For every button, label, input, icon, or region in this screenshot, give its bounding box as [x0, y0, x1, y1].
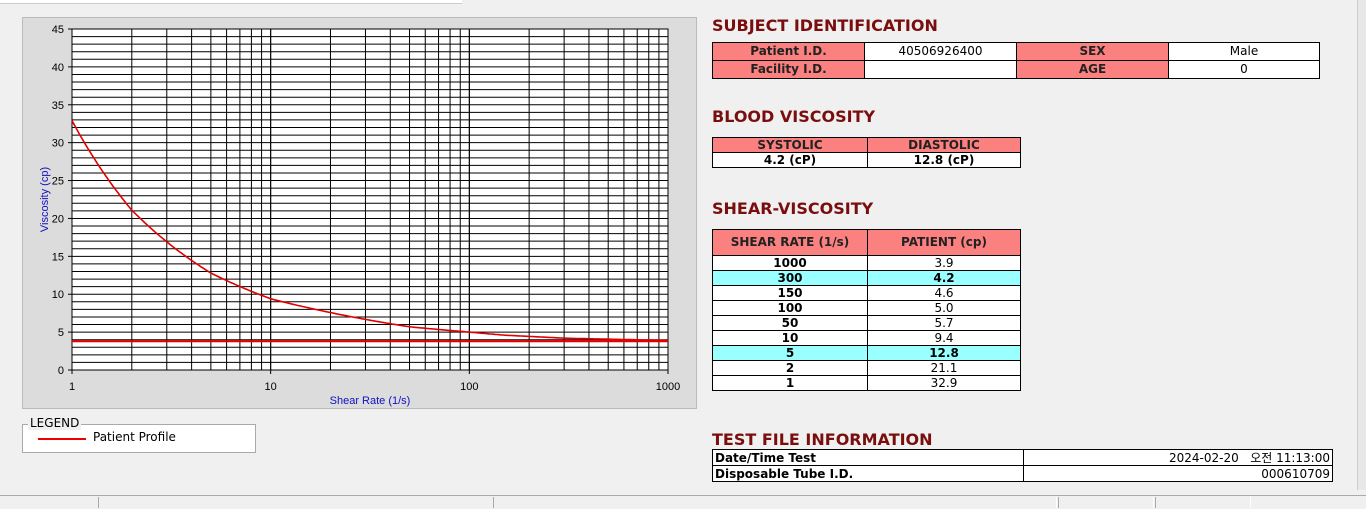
patient-value: 9.4: [867, 330, 1021, 346]
age-value: 0: [1168, 60, 1320, 79]
shear-row: 300 4.2: [712, 270, 1021, 286]
shear-row: 2 21.1: [712, 360, 1021, 376]
status-pane: [493, 497, 1057, 508]
blood-viscosity-table: SYSTOLIC DIASTOLIC 4.2 (cP) 12.8 (cP): [712, 137, 1021, 168]
y-tick-label: 10: [52, 289, 64, 301]
shear-row: 5 12.8: [712, 345, 1021, 361]
test-file-title: TEST FILE INFORMATION: [712, 430, 933, 449]
shear-rate-value: 50: [712, 315, 868, 331]
tube-id-value: 000610709: [1023, 465, 1333, 482]
vertical-scrollbar[interactable]: [1357, 0, 1366, 490]
patient-id-value: 40506926400: [864, 42, 1017, 61]
diastolic-label: DIASTOLIC: [867, 137, 1021, 153]
shear-row: 100 5.0: [712, 300, 1021, 316]
x-axis-label: Shear Rate (1/s): [330, 395, 411, 407]
status-pane: [98, 497, 494, 508]
shear-row: 1000 3.9: [712, 255, 1021, 271]
age-label: AGE: [1016, 60, 1169, 79]
shear-row: 10 9.4: [712, 330, 1021, 346]
y-axis-label: Viscosity (cp): [39, 167, 51, 232]
x-tick-label: 1000: [656, 381, 680, 393]
subject-title: SUBJECT IDENTIFICATION: [712, 16, 938, 35]
sex-value: Male: [1168, 42, 1320, 61]
diastolic-value: 12.8 (cP): [867, 152, 1021, 168]
shear-rate-value: 5: [712, 345, 868, 361]
tube-id-label: Disposable Tube I.D.: [712, 465, 1024, 482]
y-tick-label: 30: [52, 138, 64, 150]
facility-id-label: Facility I.D.: [712, 60, 865, 79]
patient-header: PATIENT (cp): [867, 229, 1021, 256]
shear-rate-value: 150: [712, 285, 868, 301]
patient-value: 12.8: [867, 345, 1021, 361]
shear-row: 1 32.9: [712, 375, 1021, 391]
shear-rate-value: 2: [712, 360, 868, 376]
patient-value: 32.9: [867, 375, 1021, 391]
y-tick-label: 35: [52, 100, 64, 112]
shear-viscosity-table: SHEAR RATE (1/s) PATIENT (cp) 1000 3.9 300 4…: [712, 229, 1021, 391]
shear-rate-value: 10: [712, 330, 868, 346]
sex-label: SEX: [1016, 42, 1169, 61]
x-tick-label: 1: [69, 381, 75, 393]
legend-entry: Patient Profile: [93, 430, 176, 444]
patient-id-label: Patient I.D.: [712, 42, 865, 61]
patient-profile-line: [71, 120, 668, 342]
status-bar: [0, 495, 1366, 509]
shear-row: 150 4.6: [712, 285, 1021, 301]
shear-rate-value: 100: [712, 300, 868, 316]
blood-viscosity-title: BLOOD VISCOSITY: [712, 107, 876, 126]
x-tick-label: 10: [265, 381, 277, 393]
y-tick-label: 15: [52, 251, 64, 263]
plot-area: [71, 28, 669, 371]
legend-title: LEGEND: [28, 416, 82, 430]
date-time-label: Date/Time Test: [712, 449, 1024, 466]
shear-rate-header: SHEAR RATE (1/s): [712, 229, 868, 256]
patient-value: 5.0: [867, 300, 1021, 316]
subject-table: Patient I.D. 40506926400 SEX Male Facility …: [712, 42, 1320, 79]
patient-value: 4.6: [867, 285, 1021, 301]
patient-value: 3.9: [867, 255, 1021, 271]
shear-rate-value: 1: [712, 375, 868, 391]
x-tick-label: 100: [460, 381, 478, 393]
patient-value: 5.7: [867, 315, 1021, 331]
facility-id-value: [864, 60, 1017, 79]
y-tick-label: 40: [52, 62, 64, 74]
y-tick-label: 25: [52, 176, 64, 188]
patient-value: 4.2: [867, 270, 1021, 286]
top-bar: [0, 0, 462, 4]
status-pane: [1058, 497, 1154, 508]
test-file-table: Date/Time Test 2024-02-20 오전 11:13:00 Dis…: [712, 449, 1333, 482]
shear-viscosity-title: SHEAR-VISCOSITY: [712, 199, 874, 218]
y-tick-label: 45: [52, 24, 64, 36]
shear-rate-value: 300: [712, 270, 868, 286]
viscosity-chart: 0 5 10 15 20 25 30 35 40 45 1 10 100 1000 Shear Rate (…: [39, 24, 680, 407]
y-tick-label: 0: [58, 365, 64, 377]
status-pane: [1155, 497, 1251, 508]
y-tick-label: 20: [52, 213, 64, 225]
legend-line-swatch: [38, 438, 86, 440]
systolic-value: 4.2 (cP): [712, 152, 868, 168]
shear-rate-value: 1000: [712, 255, 868, 271]
patient-value: 21.1: [867, 360, 1021, 376]
systolic-label: SYSTOLIC: [712, 137, 868, 153]
shear-row: 50 5.7: [712, 315, 1021, 331]
y-tick-label: 5: [58, 327, 64, 339]
date-time-value: 2024-02-20 오전 11:13:00: [1023, 449, 1333, 466]
